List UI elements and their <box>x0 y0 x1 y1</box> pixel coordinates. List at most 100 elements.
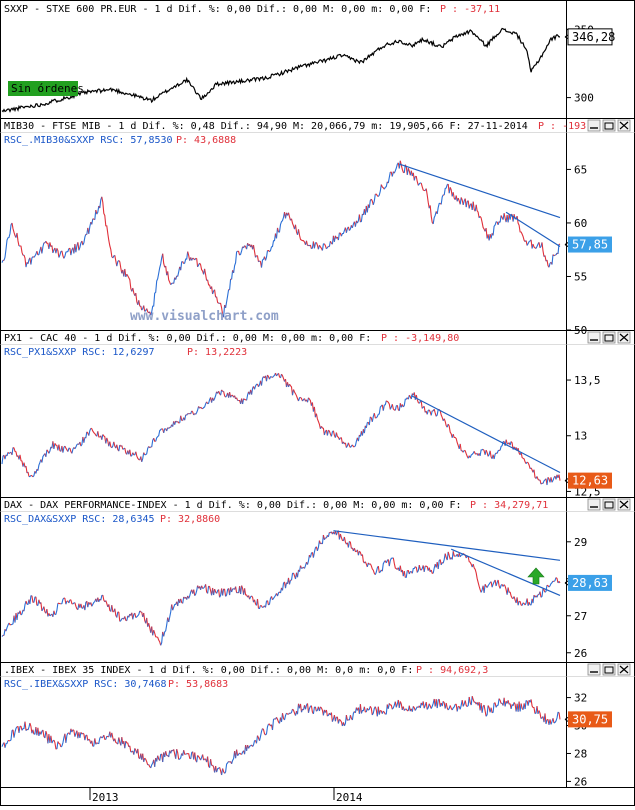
series-segment-ibex <box>326 710 327 716</box>
series-segment-dax <box>504 585 507 595</box>
series-segment-cac <box>156 429 162 442</box>
series-segment-cac <box>262 377 264 386</box>
series-segment-cac <box>463 450 464 452</box>
trendline[interactable] <box>506 212 560 246</box>
series-segment-ibex <box>179 754 182 760</box>
series-segment-ibex <box>499 699 501 704</box>
y-tick-label: 29 <box>574 536 587 549</box>
series-segment-ibex <box>427 704 429 710</box>
series-segment-dax <box>362 555 364 564</box>
series-segment-ibex <box>73 730 75 737</box>
series-segment-ibex <box>361 707 364 714</box>
series-segment-cac <box>142 453 144 462</box>
minimize-button[interactable] <box>588 664 600 675</box>
series-segment-mib <box>119 260 122 273</box>
series-segment-ibex <box>51 736 52 743</box>
minimize-button[interactable] <box>588 332 600 343</box>
y-tick-label: 300 <box>574 92 594 105</box>
series-segment-dax <box>194 590 195 596</box>
series-segment-dax <box>412 567 415 574</box>
series-segment-dax <box>340 534 343 541</box>
series-segment-cac <box>453 434 459 449</box>
series-segment-dax <box>378 566 379 573</box>
series-line-sxxp <box>2 29 560 112</box>
series-segment-dax <box>473 564 481 592</box>
series-segment-mib <box>188 252 190 261</box>
panel-subheader-ibex: RSC_.IBEX&SXXP RSC: 30,7468 <box>4 679 167 690</box>
series-segment-dax <box>144 613 146 623</box>
series-segment-mib <box>168 271 171 284</box>
series-segment-mib <box>394 163 398 173</box>
panel-subheader-p-dax: P: 32,8860 <box>160 514 220 525</box>
trendline[interactable] <box>333 531 560 561</box>
panel-header-mib: MIB30 - FTSE MIB - 1 d Dif. %: 0,48 Dif.… <box>4 121 528 132</box>
series-segment-cac <box>102 435 103 440</box>
last-value-label: 30,75 <box>572 712 608 726</box>
series-segment-ibex <box>177 749 179 759</box>
series-segment-dax <box>75 603 78 610</box>
series-segment-ibex <box>360 704 361 713</box>
series-segment-dax <box>453 551 455 556</box>
y-tick-label: 65 <box>574 163 587 176</box>
series-segment-mib <box>415 176 418 185</box>
series-segment-ibex <box>491 708 492 713</box>
series-segment-cac <box>282 374 285 382</box>
trendline[interactable] <box>411 396 560 473</box>
series-segment-mib <box>373 194 375 205</box>
series-segment-cac <box>436 409 438 416</box>
series-segment-mib <box>117 260 119 266</box>
series-segment-dax <box>508 588 509 593</box>
series-segment-cac <box>309 398 312 406</box>
series-segment-ibex <box>263 729 266 736</box>
series-segment-cac <box>480 449 483 456</box>
x-tick-label: 2014 <box>336 791 363 804</box>
series-segment-dax <box>135 613 136 618</box>
minimize-button[interactable] <box>588 499 600 510</box>
series-segment-ibex <box>392 702 395 710</box>
series-segment-dax <box>419 565 421 570</box>
series-segment-dax <box>69 600 70 603</box>
series-segment-cac <box>497 450 499 453</box>
series-segment-mib <box>319 245 322 250</box>
series-segment-dax <box>36 597 37 606</box>
series-segment-dax <box>64 598 66 604</box>
series-segment-cac <box>348 443 350 448</box>
series-segment-ibex <box>198 755 201 760</box>
panel-header-cac: PX1 - CAC 40 - 1 d Dif. %: 0,00 Dif.: 0,… <box>4 333 371 344</box>
trendline[interactable] <box>399 164 560 218</box>
series-segment-cac <box>224 391 226 397</box>
series-segment-dax <box>24 601 26 611</box>
orders-badge-label: Sin órdenes <box>11 82 84 95</box>
series-segment-dax <box>448 552 450 560</box>
series-segment-ibex <box>249 745 252 748</box>
series-segment-mib <box>139 300 140 306</box>
series-segment-cac <box>366 422 368 428</box>
series-segment-ibex <box>508 700 509 704</box>
series-segment-ibex <box>138 749 140 759</box>
series-segment-cac <box>49 447 51 454</box>
series-segment-mib <box>553 255 554 256</box>
series-segment-dax <box>348 541 349 547</box>
series-segment-cac <box>136 452 140 460</box>
series-segment-mib <box>257 256 259 262</box>
series-segment-dax <box>117 612 118 618</box>
series-segment-mib <box>388 172 390 183</box>
series-segment-mib <box>378 185 381 197</box>
y-tick-label: 60 <box>574 217 587 230</box>
series-segment-ibex <box>415 707 417 711</box>
series-segment-mib <box>307 241 308 246</box>
series-segment-cac <box>42 454 45 463</box>
series-segment-ibex <box>352 712 354 721</box>
panel-header-p-sxxp: P : -37,11 <box>440 4 500 15</box>
series-segment-cac <box>98 431 100 437</box>
series-segment-mib <box>338 233 339 240</box>
series-segment-cac <box>434 409 436 416</box>
panel-header-p-dax: P : 34,279,71 <box>470 500 548 511</box>
series-segment-mib <box>226 290 229 308</box>
series-segment-mib <box>289 213 291 221</box>
minimize-button[interactable] <box>588 120 600 131</box>
series-segment-ibex <box>496 699 499 708</box>
series-segment-dax <box>415 567 417 573</box>
